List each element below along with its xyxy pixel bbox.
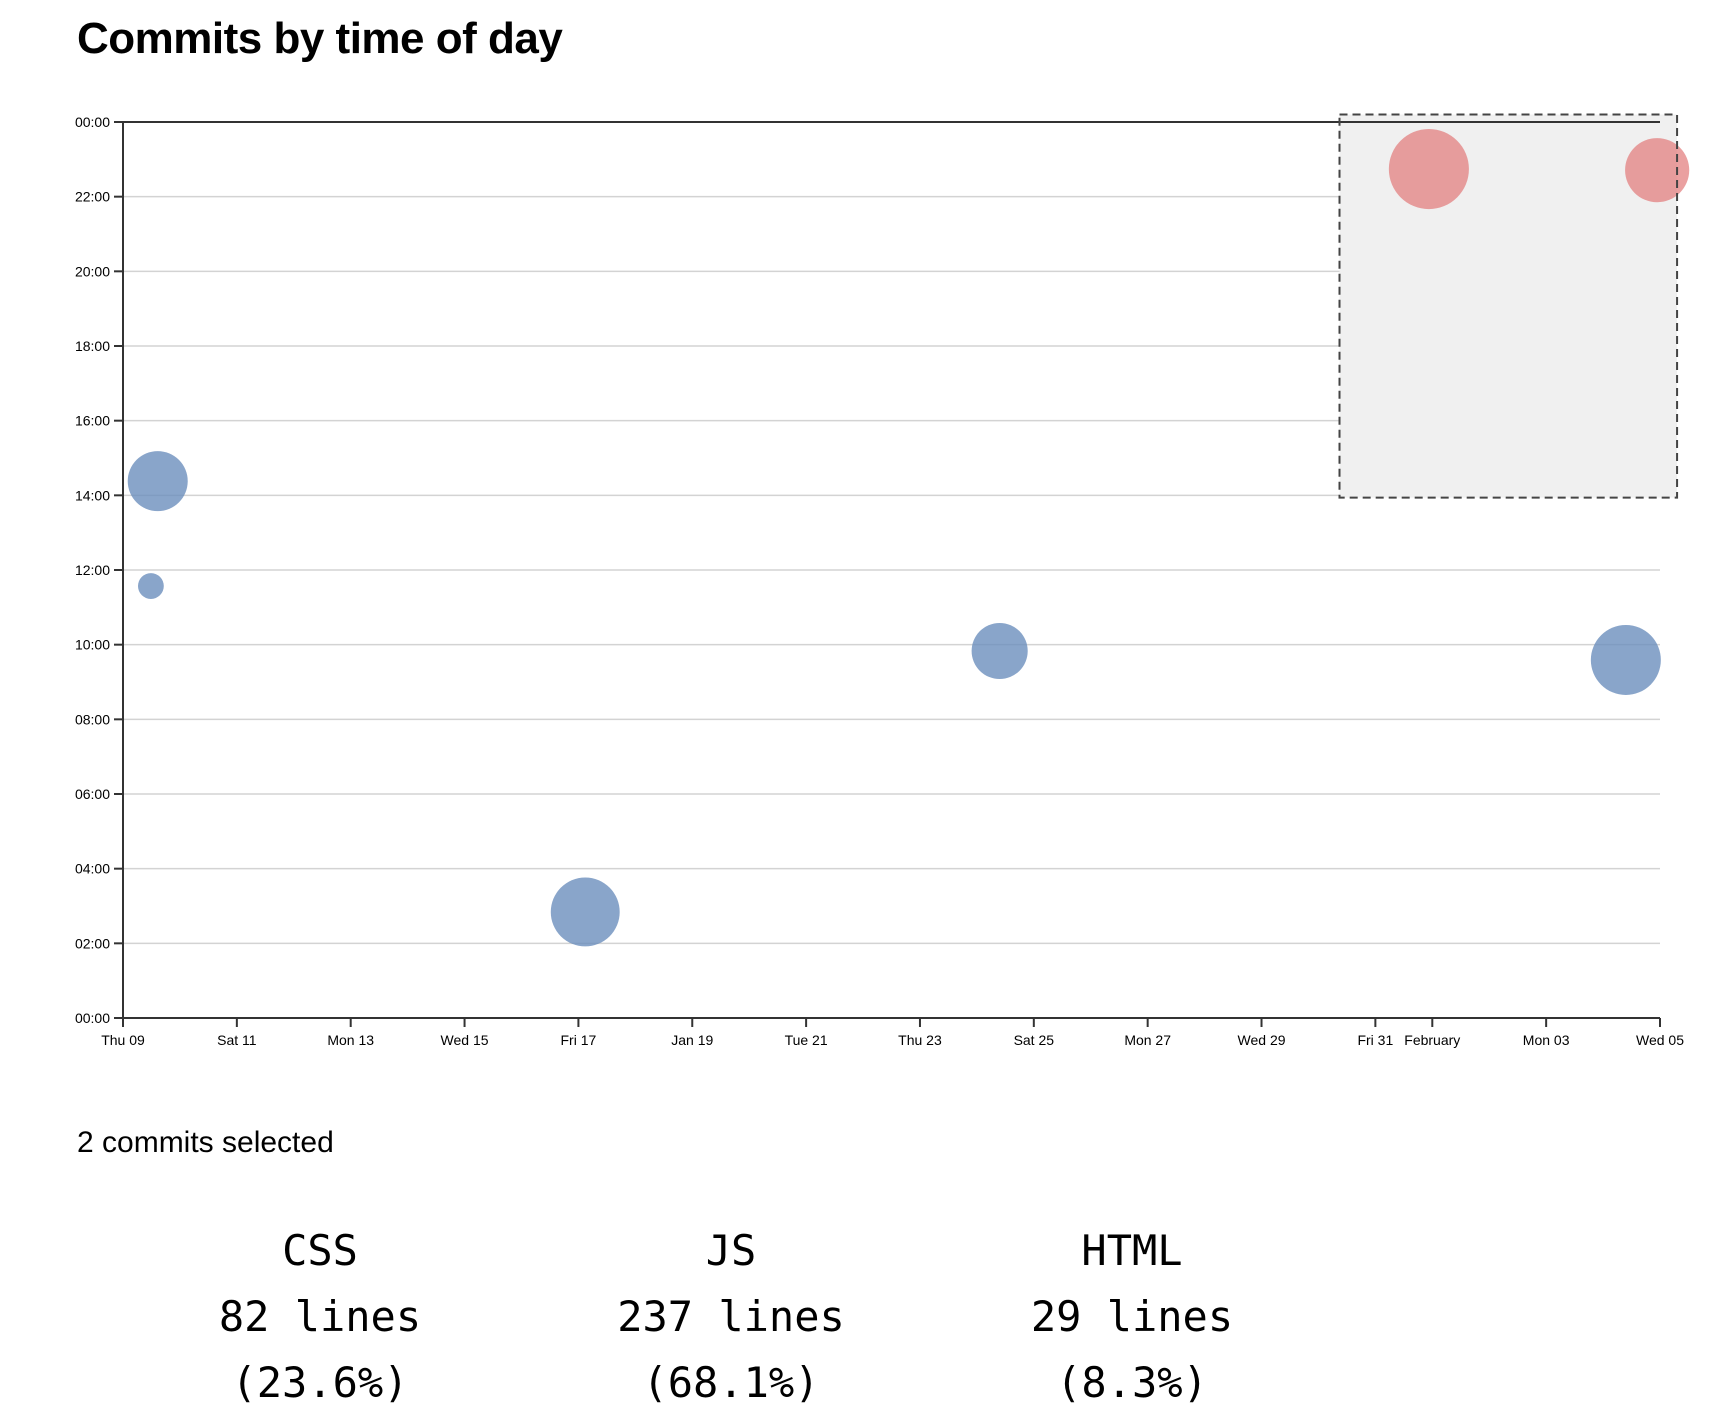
y-axis: 00:00 22:00 20:00 18:00 16:00 14:00 12:00 10:00… <box>75 114 1660 1026</box>
x-tick-label: Wed 05 <box>1636 1032 1684 1048</box>
x-tick-label: Thu 23 <box>898 1032 942 1048</box>
x-tick-label: Sat 25 <box>1014 1032 1055 1048</box>
commit-dot-selected[interactable] <box>1388 128 1469 210</box>
x-tick-label: Jan 19 <box>671 1032 713 1048</box>
selection-count: 2 commits selected <box>77 1126 334 1159</box>
breakdown-js: JS 237 lines (68.1%) <box>596 1218 866 1416</box>
y-tick-label: 18:00 <box>75 338 110 354</box>
commit-dot[interactable] <box>1590 624 1661 695</box>
breakdown-percent: (8.3%) <box>1056 1358 1208 1407</box>
commit-dot[interactable] <box>127 451 188 512</box>
y-tick-label: 00:00 <box>75 114 110 130</box>
y-tick-label: 02:00 <box>75 935 110 951</box>
y-tick-label: 06:00 <box>75 786 110 802</box>
x-tick-label: Fri 17 <box>561 1032 597 1048</box>
x-tick-label: Mon 13 <box>327 1032 374 1048</box>
breakdown-css: CSS 82 lines (23.6%) <box>200 1218 440 1416</box>
brush-selection-outline[interactable] <box>1338 113 1679 499</box>
commit-dot-selected[interactable] <box>1625 138 1690 203</box>
y-tick-label: 20:00 <box>75 263 110 279</box>
breakdown-lines: 29 lines <box>1030 1292 1234 1341</box>
breakdown-percent: (23.6%) <box>231 1358 409 1407</box>
y-tick-label: 10:00 <box>75 637 110 653</box>
x-tick-label: Tue 21 <box>785 1032 828 1048</box>
x-tick-label: Mon 27 <box>1124 1032 1171 1048</box>
x-tick-label: Thu 09 <box>101 1032 145 1048</box>
x-tick-label: Sat 11 <box>217 1032 257 1048</box>
commit-dot[interactable] <box>550 877 620 947</box>
brush-outline[interactable] <box>1338 113 1679 499</box>
breakdown-percent: (68.1%) <box>642 1358 820 1407</box>
y-tick-label: 00:00 <box>75 1010 110 1026</box>
commit-dot[interactable] <box>137 573 164 599</box>
x-tick-label: Fri 31 <box>1357 1032 1393 1048</box>
y-tick-label: 08:00 <box>75 711 110 727</box>
breakdown-html: HTML 29 lines (8.3%) <box>1012 1218 1252 1416</box>
x-axis: Thu 09 Sat 11 Mon 13 Wed 15 Fri 17 Jan 19 Tue … <box>101 1017 1684 1048</box>
y-tick-label: 04:00 <box>75 861 110 877</box>
breakdown-lang: HTML <box>1081 1226 1183 1275</box>
x-tick-label: February <box>1404 1032 1460 1048</box>
dots <box>127 128 1690 947</box>
x-tick-label: Mon 03 <box>1523 1032 1570 1048</box>
y-tick-label: 16:00 <box>75 413 110 429</box>
breakdown-lang: JS <box>705 1226 757 1275</box>
breakdown-lines: 237 lines <box>617 1292 845 1341</box>
page-title: Commits by time of day <box>77 14 563 63</box>
gridlines <box>123 195 1660 945</box>
y-tick-label: 14:00 <box>75 487 110 503</box>
x-tick-label: Wed 29 <box>1238 1032 1286 1048</box>
commits-scatter-chart[interactable]: 00:00 22:00 20:00 18:00 16:00 14:00 12:00 10:00… <box>0 0 1718 1100</box>
y-tick-label: 12:00 <box>75 562 110 578</box>
breakdown-lines: 82 lines <box>218 1292 422 1341</box>
x-tick-label: Wed 15 <box>441 1032 489 1048</box>
breakdown-lang: CSS <box>282 1226 358 1275</box>
y-tick-label: 22:00 <box>75 189 110 205</box>
commit-dot[interactable] <box>971 622 1028 680</box>
